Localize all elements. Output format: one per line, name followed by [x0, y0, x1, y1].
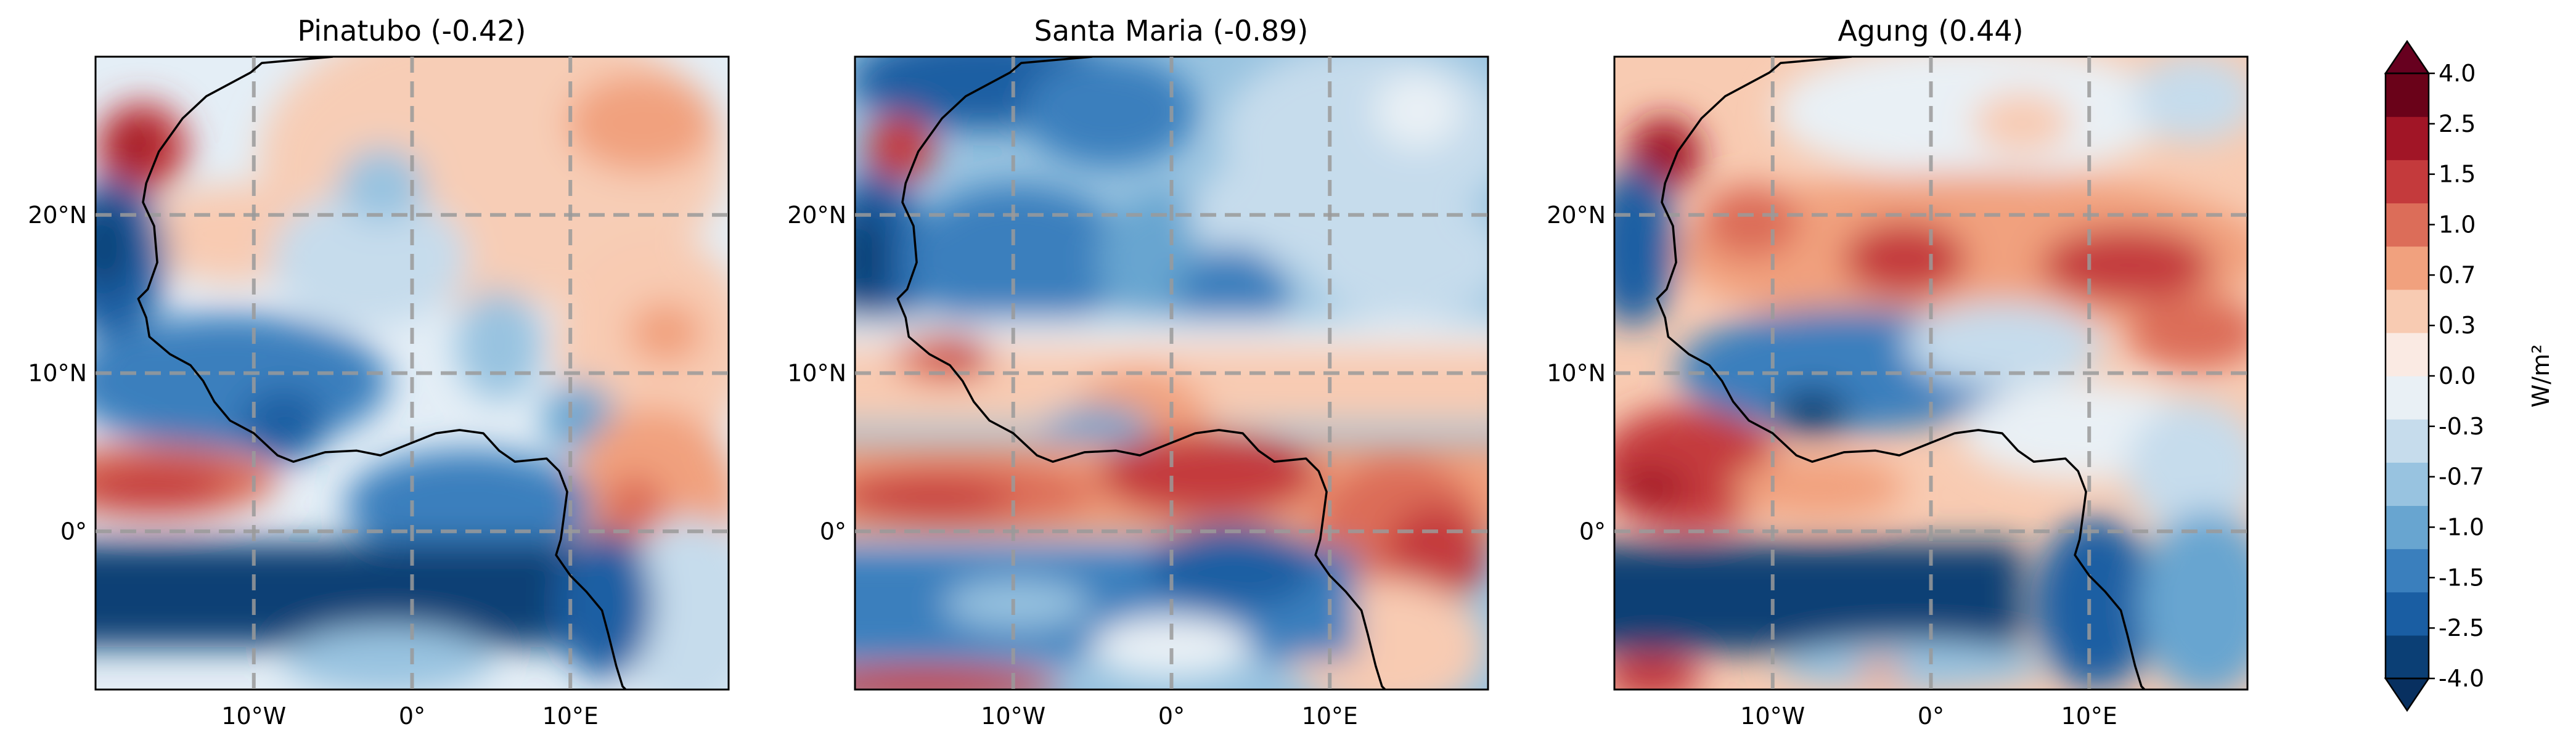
- map-panel-santa-maria: Santa Maria (-0.89): [854, 14, 1489, 691]
- colorbar-segment: [2386, 548, 2429, 593]
- colorbar-tick-label: -2.5: [2439, 614, 2484, 641]
- x-tick-label: 10°W: [221, 702, 286, 730]
- colorbar-segment: [2386, 332, 2429, 377]
- map-panel-agung: Agung (0.44): [1613, 14, 2249, 691]
- colorbar-segment: [2386, 592, 2429, 636]
- colorbar-segment: [2386, 116, 2429, 160]
- x-tick-label: 0°: [399, 702, 425, 730]
- coastline: [1656, 57, 2146, 690]
- map-panel-pinatubo: Pinatubo (-0.42): [94, 14, 730, 691]
- colorbar-tick-label: -0.7: [2439, 463, 2484, 491]
- y-tick-label: 20°N: [787, 202, 846, 229]
- coastline: [137, 57, 627, 690]
- y-tick-label: 20°N: [1547, 202, 1606, 229]
- colorbar: -4.0 -2.5 -1.5 -1.0 -0.7 -0.3 0.0 0.3 0.7 1.0 1.5 2…: [2384, 39, 2554, 712]
- overlay-santa-maria: [855, 57, 1488, 690]
- y-tick-label: 0°: [60, 518, 87, 545]
- x-tick-label: 10°E: [542, 702, 599, 730]
- x-tick-label: 10°W: [1740, 702, 1805, 730]
- colorbar-segment: [2386, 505, 2429, 550]
- y-tick-label: 10°N: [28, 360, 87, 387]
- colorbar-extend-min: [2384, 677, 2431, 712]
- colorbar-tick-label: -1.0: [2439, 514, 2484, 541]
- x-tick-label: 10°W: [981, 702, 1045, 730]
- x-tick-label: 10°E: [2061, 702, 2117, 730]
- panel-title-pinatubo: Pinatubo (-0.42): [298, 14, 526, 47]
- colorbar-tick-label: 0.7: [2439, 261, 2476, 288]
- colorbar-segment: [2386, 246, 2429, 290]
- colorbar-tick-label: -0.3: [2439, 413, 2484, 440]
- coastline: [896, 57, 1386, 690]
- colorbar-tick-label: 1.0: [2439, 211, 2476, 238]
- colorbar-segment: [2386, 160, 2429, 204]
- colorbar-extend-max: [2384, 39, 2431, 75]
- colorbar-segment: [2386, 635, 2429, 679]
- colorbar-tick-label: 4.0: [2439, 60, 2476, 87]
- x-tick-label: 10°E: [1302, 702, 1358, 730]
- colorbar-segment: [2386, 419, 2429, 463]
- colorbar-tick-label: 0.3: [2439, 312, 2476, 339]
- colorbar-tick-label: 1.5: [2439, 161, 2476, 188]
- map-overlays: 10°W 0° 10°E 20°N 10°N 0° 10°W 0° 10°E 20°N 10°N 0°…: [28, 57, 2247, 730]
- colorbar-segment: [2386, 289, 2429, 333]
- colorbar-segment: [2386, 376, 2429, 420]
- y-tick-label: 0°: [820, 518, 846, 545]
- panel-title-agung: Agung (0.44): [1838, 14, 2023, 47]
- x-tick-label: 0°: [1158, 702, 1185, 730]
- colorbar-tick-label: 0.0: [2439, 362, 2476, 389]
- x-tick-label: 0°: [1918, 702, 1944, 730]
- colorbar-tick-label: -1.5: [2439, 564, 2484, 591]
- colorbar-segment: [2386, 73, 2429, 117]
- overlay-agung: [1614, 57, 2247, 690]
- overlay-pinatubo: [96, 57, 729, 690]
- y-tick-label: 0°: [1579, 518, 1606, 545]
- contour-field-pinatubo: [96, 57, 729, 690]
- panel-title-santa-maria: Santa Maria (-0.89): [1034, 14, 1309, 47]
- colorbar-segment: [2386, 203, 2429, 247]
- colorbar-tick-label: 2.5: [2439, 110, 2476, 137]
- y-tick-label: 10°N: [787, 360, 846, 387]
- y-tick-label: 20°N: [28, 202, 87, 229]
- colorbar-segment: [2386, 462, 2429, 507]
- colorbar-tick-label: -4.0: [2439, 665, 2484, 692]
- colorbar-unit-label: W/m²: [2527, 344, 2554, 408]
- y-tick-label: 10°N: [1547, 360, 1606, 387]
